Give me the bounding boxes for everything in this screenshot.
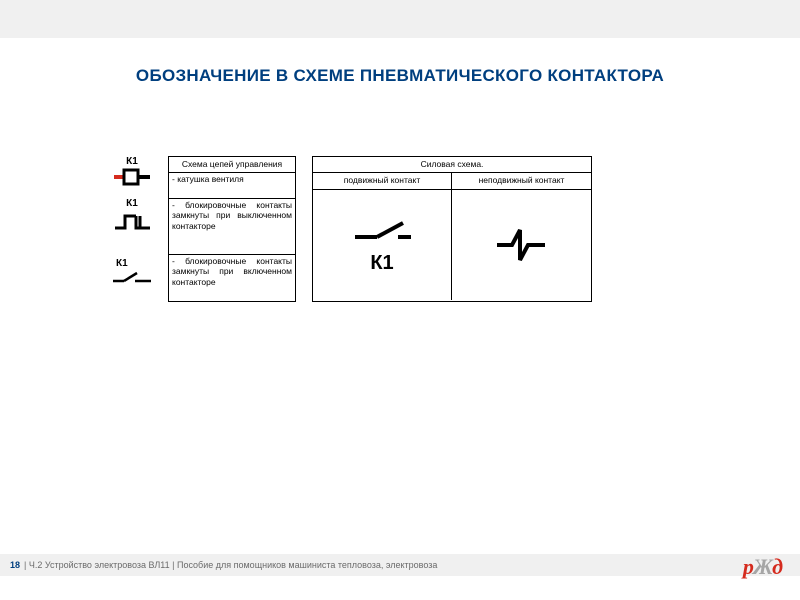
coil-icon [112, 168, 152, 186]
symbol-coil: К1 [110, 156, 154, 196]
table2-subheaders: подвижный контакт неподвижный контакт [313, 173, 591, 191]
logo-d: д [772, 554, 782, 579]
footer-bar: 18 | Ч.2 Устройство электровоза ВЛ11 | П… [0, 554, 800, 576]
fixed-contact-cell [452, 190, 591, 300]
symbol-nc-contact: К1 [110, 196, 154, 252]
page-number: 18 [10, 560, 20, 570]
logo-zh: Ж [753, 554, 772, 579]
table1-row2: - блокировочные контакты замкнуты при вы… [169, 199, 295, 255]
fixed-contact-icon [487, 220, 557, 270]
table1-row1: - катушка вентиля [169, 173, 295, 199]
symbol-label-k1a: К1 [126, 156, 138, 167]
symbol-label-k1c: К1 [116, 258, 128, 269]
symbol-no-contact: К1 [110, 252, 154, 302]
table2-header: Силовая схема. [313, 157, 591, 173]
page-title: ОБОЗНАЧЕНИЕ В СХЕМЕ ПНЕВМАТИЧЕСКОГО КОНТ… [0, 66, 800, 86]
table2-sub1: подвижный контакт [313, 173, 452, 190]
table2-symbol-row: К1 [313, 190, 591, 300]
control-circuit-table: Схема цепей управления - катушка вентиля… [168, 156, 296, 302]
no-contact-icon [111, 270, 153, 286]
table1-row3: - блокировочные контакты замкнуты при вк… [169, 255, 295, 301]
symbol-label-k1b: К1 [126, 198, 138, 209]
logo-p: p [743, 554, 753, 579]
table1-header: Схема цепей управления [169, 157, 295, 173]
content-area: К1 К1 К1 Схема цепей управления - катушк… [110, 156, 800, 302]
moving-contact-cell: К1 [313, 190, 452, 300]
top-bar [0, 0, 800, 38]
footer-text: | Ч.2 Устройство электровоза ВЛ11 | Посо… [24, 560, 437, 570]
k1-big-label: К1 [370, 251, 393, 276]
power-circuit-table: Силовая схема. подвижный контакт неподви… [312, 156, 592, 302]
symbols-column: К1 К1 К1 [110, 156, 154, 302]
moving-contact-icon [347, 215, 417, 245]
table2-sub2: неподвижный контакт [452, 173, 591, 190]
nc-contact-icon [112, 210, 152, 234]
rzd-logo: pЖд [743, 554, 782, 580]
